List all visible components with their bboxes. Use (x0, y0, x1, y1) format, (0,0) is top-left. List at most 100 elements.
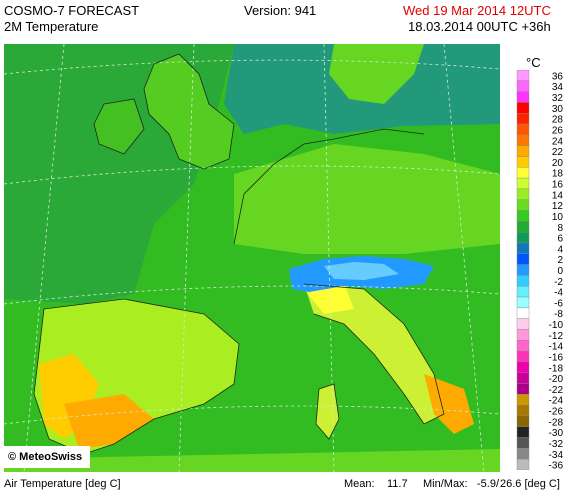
legend-label: -14 (549, 342, 564, 353)
legend-label: 10 (552, 212, 564, 223)
legend-swatch (516, 188, 530, 200)
legend-swatch (516, 199, 530, 211)
mean-label: Mean: (344, 478, 375, 490)
british-isles (144, 54, 234, 169)
legend-label: 14 (552, 190, 564, 201)
valid-time: Wed 19 Mar 2014 12UTC (403, 3, 551, 18)
legend-label: 32 (552, 93, 564, 104)
legend-swatch (516, 80, 530, 92)
variable-label: Air Temperature [deg C] (4, 478, 121, 490)
legend-label: -30 (549, 428, 564, 439)
legend-swatch (516, 145, 530, 157)
legend-swatch (516, 102, 530, 114)
legend-swatch (516, 458, 530, 470)
legend-label: 4 (557, 244, 563, 255)
legend-swatches: 363432302826242220181614121086420-2-4-6-… (516, 70, 564, 470)
legend-swatch (516, 177, 530, 190)
legend-label: -12 (549, 331, 564, 342)
legend-label: -10 (549, 320, 564, 331)
legend-swatch (516, 394, 530, 406)
legend-swatch (516, 361, 530, 373)
version-label: Version: 941 (244, 3, 317, 18)
legend-swatch (516, 156, 530, 168)
color-legend: 363432302826242220181614121086420-2-4-6-… (516, 70, 564, 470)
north-africa-region (4, 449, 500, 472)
model-title: COSMO-7 FORECAST (4, 3, 140, 18)
legend-label: 28 (552, 115, 564, 126)
legend-label: 2 (557, 255, 563, 266)
legend-label: -8 (554, 309, 563, 320)
coastlines (33, 53, 445, 455)
legend-swatch (516, 231, 530, 244)
legend-swatch (516, 91, 530, 103)
legend-label: -32 (549, 439, 564, 450)
southern-italy-warm (424, 374, 474, 434)
legend-swatch (516, 70, 530, 82)
legend-swatch (516, 113, 530, 125)
legend-label: 20 (552, 158, 564, 169)
scandinavia-region (329, 44, 424, 104)
legend-label: -24 (549, 396, 564, 407)
map-grid (4, 44, 500, 472)
legend-swatch (516, 383, 530, 395)
legend-label: 6 (557, 234, 563, 245)
legend-swatch (516, 404, 530, 417)
legend-swatch (516, 210, 530, 222)
legend-label: 12 (552, 201, 564, 212)
legend-label: -34 (549, 450, 564, 461)
legend-swatch (516, 350, 530, 363)
legend-swatch (516, 340, 530, 352)
legend-swatch (516, 221, 530, 233)
max-value: 26.6 [deg C] (500, 478, 560, 490)
legend-label: 36 (552, 71, 564, 82)
legend-label: -22 (549, 385, 564, 396)
legend-swatch (516, 448, 530, 460)
legend-swatch (516, 318, 530, 330)
legend-label: 22 (552, 147, 564, 158)
legend-label: -26 (549, 407, 564, 418)
legend-label: 0 (557, 266, 563, 277)
legend-swatch (516, 426, 530, 438)
legend-label: -18 (549, 363, 564, 374)
legend-swatch (516, 296, 530, 309)
legend-label: 8 (557, 223, 563, 234)
legend-label: 34 (552, 82, 564, 93)
legend-label: 16 (552, 180, 564, 191)
legend-swatch (516, 329, 530, 341)
legend-label: -20 (549, 374, 564, 385)
legend-swatch (516, 275, 530, 287)
alps-coldest (324, 262, 399, 280)
po-valley-warm (304, 284, 354, 314)
legend-label: -16 (549, 352, 564, 363)
min-value: -5.9/ (477, 478, 500, 490)
legend-label: -28 (549, 417, 564, 428)
mean-value: 11.7 (387, 478, 408, 490)
legend-label: 18 (552, 169, 564, 180)
legend-swatch (516, 242, 530, 254)
ireland (94, 99, 144, 154)
meteoswiss-credit: © MeteoSwiss (4, 446, 90, 468)
legend-label: 30 (552, 104, 564, 115)
legend-swatch (516, 123, 530, 136)
legend-swatch (516, 264, 530, 276)
product-title: 2M Temperature (4, 19, 99, 34)
iberia-warm-south (64, 394, 154, 449)
legend-unit-label: °C (526, 55, 541, 70)
legend-label: -4 (554, 288, 563, 299)
sardinia (316, 384, 339, 439)
legend-swatch (516, 437, 530, 449)
legend-swatch (516, 134, 530, 146)
legend-swatch (516, 167, 530, 179)
central-europe-region (234, 144, 500, 254)
legend-swatch (516, 286, 530, 298)
legend-label: 26 (552, 125, 564, 136)
legend-label: 24 (552, 136, 564, 147)
legend-swatch (516, 307, 530, 319)
legend-label: -2 (554, 277, 563, 288)
legend-swatch (516, 415, 530, 427)
legend-label: -36 (549, 461, 564, 470)
legend-label: -6 (554, 298, 563, 309)
legend-swatch (516, 253, 530, 265)
run-time: 18.03.2014 00UTC +36h (408, 19, 551, 34)
minmax-label: Min/Max: (423, 478, 468, 490)
